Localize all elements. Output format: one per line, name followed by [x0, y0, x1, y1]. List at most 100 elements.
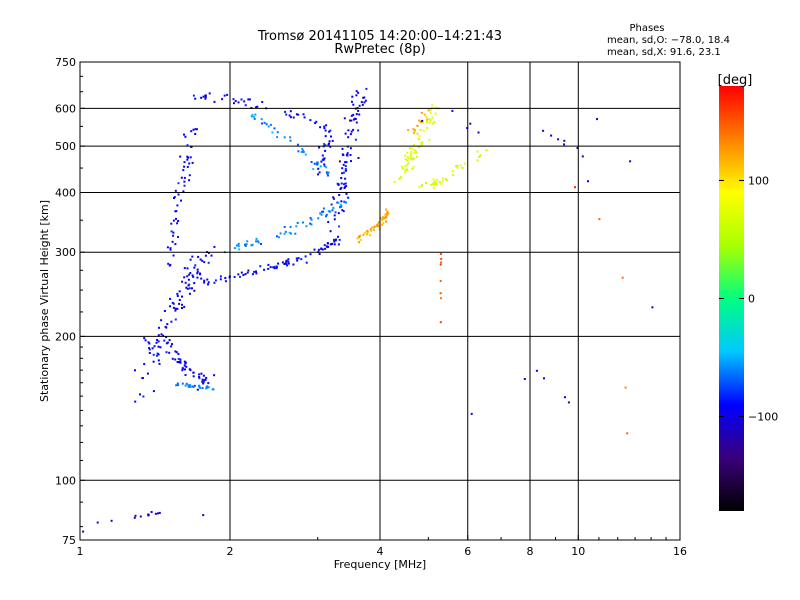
echo-point — [207, 283, 209, 286]
echo-point — [344, 161, 347, 164]
echo-point — [325, 166, 328, 169]
y-tick-label-5: 500 — [55, 140, 76, 153]
echo-point — [186, 155, 189, 158]
echo-point — [289, 110, 292, 113]
echo-point — [155, 341, 158, 344]
echo-point — [413, 152, 416, 155]
echo-point — [152, 390, 155, 393]
echo-point — [425, 182, 427, 184]
echo-point — [290, 232, 292, 235]
echo-point — [239, 275, 241, 278]
echo-point — [310, 218, 313, 221]
echo-point — [255, 272, 258, 275]
echo-point — [408, 147, 411, 150]
echo-point — [362, 233, 365, 236]
echo-point — [440, 257, 443, 260]
echo-point — [407, 157, 410, 160]
echo-point — [302, 113, 305, 116]
echo-point — [355, 113, 358, 116]
echo-point — [333, 240, 336, 243]
echo-point — [380, 219, 383, 221]
echo-point — [237, 101, 240, 104]
colorbar-ticks: 100 0 −100 — [719, 174, 778, 424]
echo-point — [185, 382, 188, 385]
echo-point — [198, 385, 201, 388]
echo-point — [364, 231, 367, 234]
echo-point — [177, 193, 180, 196]
echo-point — [202, 380, 205, 383]
echo-point — [210, 254, 213, 257]
echo-point — [224, 277, 227, 279]
echo-point — [191, 287, 193, 290]
echo-point — [269, 266, 272, 269]
echo-point — [440, 261, 443, 264]
echo-point — [340, 186, 343, 189]
echo-point — [426, 118, 429, 121]
echo-point — [147, 341, 150, 344]
echo-point — [378, 221, 381, 223]
echo-point — [194, 264, 197, 267]
echo-point — [324, 247, 327, 250]
echo-point — [310, 223, 313, 226]
echo-point — [574, 186, 576, 189]
echo-point — [257, 241, 260, 244]
echo-point — [459, 164, 462, 167]
echo-point — [181, 382, 184, 385]
echo-point — [563, 139, 566, 142]
echo-point — [296, 143, 299, 146]
echo-point — [182, 367, 185, 370]
echo-point — [324, 149, 327, 152]
echo-point — [431, 116, 434, 119]
echo-point — [418, 135, 421, 138]
echo-point — [184, 374, 187, 376]
echo-point — [157, 334, 160, 337]
echo-point — [404, 154, 407, 157]
echo-point — [183, 180, 186, 183]
echo-point — [325, 171, 328, 174]
echo-point — [412, 143, 415, 146]
echo-point — [337, 201, 340, 204]
echo-point — [456, 164, 459, 167]
echo-point — [328, 140, 331, 143]
echo-point — [381, 223, 384, 226]
echo-point — [243, 100, 246, 103]
echo-point — [310, 161, 313, 163]
echo-point — [180, 199, 182, 202]
echo-point — [166, 246, 169, 249]
echo-point — [171, 240, 174, 243]
echo-point — [461, 167, 464, 169]
echo-point — [193, 282, 196, 285]
echo-point — [159, 346, 162, 349]
echo-point — [324, 129, 327, 132]
echo-point — [255, 237, 258, 240]
echo-point — [303, 116, 306, 119]
echo-point — [410, 158, 413, 161]
echo-point — [428, 138, 431, 141]
echo-point — [263, 268, 266, 271]
echo-point — [344, 182, 347, 185]
echo-point — [323, 125, 326, 128]
echo-point — [323, 244, 326, 247]
echo-point — [187, 284, 190, 287]
echo-point — [433, 120, 436, 123]
echo-point — [199, 387, 202, 389]
echo-point — [325, 215, 327, 218]
echo-point — [186, 275, 189, 278]
echo-point — [319, 165, 322, 168]
echo-point — [406, 169, 409, 172]
echo-point — [382, 217, 385, 220]
echo-point — [281, 261, 284, 264]
echo-point — [192, 275, 195, 278]
echo-point — [171, 357, 174, 360]
echo-point — [134, 514, 137, 517]
echo-point — [186, 144, 189, 147]
echo-point — [442, 177, 444, 180]
echo-point — [416, 132, 419, 135]
echo-point — [261, 101, 264, 103]
y-tick-label-6: 600 — [55, 102, 76, 115]
echo-point — [345, 161, 348, 164]
echo-point — [168, 351, 171, 354]
echo-point — [352, 113, 355, 116]
echo-point — [341, 172, 344, 175]
echo-point — [201, 378, 204, 381]
